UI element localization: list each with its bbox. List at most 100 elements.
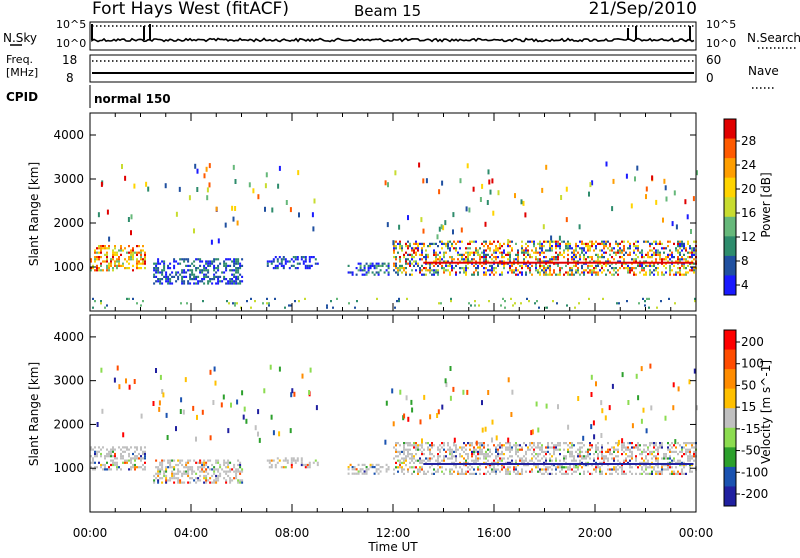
scatter-cell bbox=[571, 450, 573, 453]
scatter-cell bbox=[559, 466, 561, 469]
scatter-cell bbox=[332, 306, 334, 309]
scatter-cell bbox=[447, 457, 449, 460]
scatter-cell bbox=[181, 472, 184, 475]
scatter-cell bbox=[495, 461, 497, 464]
scatter-cell bbox=[447, 448, 449, 451]
scatter-cell bbox=[296, 457, 299, 460]
scatter-cell bbox=[387, 273, 390, 276]
scatter-cell bbox=[437, 455, 439, 458]
scatter-cell bbox=[693, 251, 695, 254]
scatter-cell bbox=[173, 260, 176, 263]
scatter-cell bbox=[377, 468, 380, 471]
scatter-cell bbox=[667, 461, 669, 464]
scatter-cell bbox=[495, 249, 497, 252]
scatter-cell bbox=[601, 444, 603, 447]
scatter-cell bbox=[110, 448, 112, 451]
scatter-cell bbox=[497, 459, 499, 462]
scatter-cell bbox=[575, 271, 577, 274]
scatter-cell bbox=[179, 273, 182, 276]
scatter-cell bbox=[363, 267, 366, 270]
scatter-cell bbox=[398, 300, 400, 303]
scatter-cell bbox=[114, 463, 116, 467]
scatter-cell bbox=[439, 256, 441, 259]
scatter-cell bbox=[157, 466, 160, 469]
scatter-cell bbox=[669, 455, 671, 458]
scatter-cell bbox=[521, 446, 523, 449]
scatter-cell bbox=[122, 457, 124, 460]
scatter-cell bbox=[673, 472, 675, 475]
scatter-cell bbox=[441, 459, 443, 462]
scatter-cell bbox=[213, 466, 216, 469]
scatter-cell bbox=[559, 251, 561, 254]
scatter-cell bbox=[533, 450, 535, 453]
scatter-cell bbox=[539, 453, 541, 456]
scatter-cell bbox=[536, 300, 538, 303]
scatter-cell bbox=[621, 444, 623, 447]
scatter-cell bbox=[505, 446, 507, 449]
scatter-cell bbox=[573, 273, 575, 276]
scatter-cell bbox=[353, 466, 356, 469]
scatter-cell bbox=[525, 464, 527, 467]
colorbar-frame bbox=[723, 329, 737, 507]
scatter-cell bbox=[219, 466, 222, 469]
scatter-outlier bbox=[497, 190, 500, 196]
scatter-cell bbox=[284, 262, 287, 265]
scatter-cell bbox=[211, 463, 214, 467]
scatter-cell bbox=[643, 240, 645, 243]
scatter-cell bbox=[629, 269, 631, 272]
scatter-cell bbox=[128, 262, 130, 265]
scatter-cell bbox=[667, 448, 669, 451]
scatter-cell bbox=[467, 461, 469, 464]
scatter-cell bbox=[136, 455, 138, 458]
scatter-cell bbox=[493, 249, 495, 252]
scatter-outlier bbox=[278, 165, 281, 171]
scatter-cell bbox=[563, 240, 565, 243]
scatter-cell bbox=[489, 273, 491, 276]
scatter-cell bbox=[601, 267, 603, 270]
scatter-outlier bbox=[100, 181, 103, 187]
scatter-cell bbox=[294, 459, 297, 462]
scatter-cell bbox=[155, 262, 158, 265]
scatter-cell bbox=[507, 251, 509, 254]
scatter-cell bbox=[595, 470, 597, 473]
scatter-cell bbox=[483, 446, 485, 449]
scatter-cell bbox=[227, 474, 230, 478]
scatter-cell bbox=[503, 264, 505, 267]
scatter-outlier bbox=[590, 424, 593, 430]
scatter-outlier bbox=[145, 181, 148, 187]
scatter-cell bbox=[661, 442, 663, 445]
scatter-cell bbox=[529, 256, 531, 259]
colorbar-swatch bbox=[724, 275, 736, 296]
scatter-cell bbox=[577, 260, 579, 263]
scatter-cell bbox=[485, 249, 487, 252]
scatter-cell bbox=[183, 269, 186, 272]
scatter-cell bbox=[595, 468, 597, 471]
scatter-cell bbox=[356, 300, 358, 303]
scatter-cell bbox=[657, 448, 659, 451]
scatter-cell bbox=[479, 442, 481, 445]
scatter-cell bbox=[571, 442, 573, 445]
scatter-cell bbox=[543, 245, 545, 248]
scatter-cell bbox=[425, 253, 427, 256]
scatter-cell bbox=[235, 477, 238, 480]
scatter-cell bbox=[693, 271, 695, 274]
scatter-cell bbox=[651, 450, 653, 453]
scatter-cell bbox=[691, 253, 693, 256]
scatter-cell bbox=[268, 466, 271, 469]
scatter-cell bbox=[577, 271, 579, 274]
scatter-cell bbox=[603, 457, 605, 460]
scatter-cell bbox=[681, 249, 683, 252]
scatter-cell bbox=[575, 466, 577, 469]
scatter-cell bbox=[603, 461, 605, 464]
scatter-cell bbox=[595, 448, 597, 451]
scatter-cell bbox=[577, 269, 579, 272]
scatter-cell bbox=[203, 273, 206, 276]
scatter-cell bbox=[623, 459, 625, 462]
scatter-cell bbox=[575, 253, 577, 256]
scatter-cell bbox=[272, 459, 275, 462]
scatter-outlier bbox=[537, 427, 540, 433]
scatter-cell bbox=[467, 466, 469, 469]
scatter-cell bbox=[495, 247, 497, 250]
scatter-cell bbox=[122, 450, 124, 453]
scatter-cell bbox=[306, 267, 309, 270]
